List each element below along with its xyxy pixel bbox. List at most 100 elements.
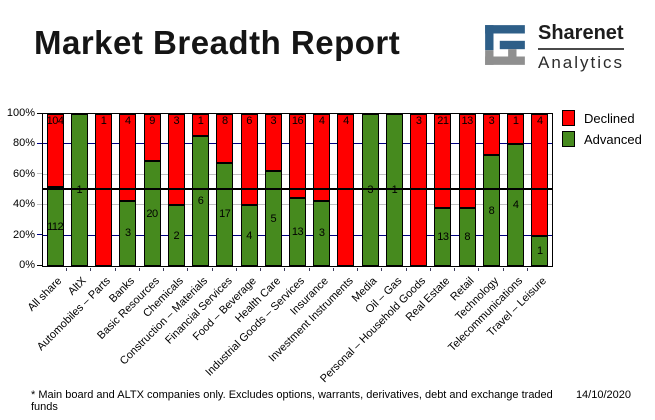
y-axis-tick — [37, 142, 42, 144]
declined-segment — [216, 114, 234, 163]
declined-count-label: 3 — [488, 115, 495, 127]
x-axis-tick — [526, 268, 528, 271]
advanced-count-label: 6 — [197, 194, 204, 207]
bar-all-share: 104 112 — [43, 114, 67, 266]
x-axis-tick — [308, 268, 310, 271]
bar-segments: 9 20 — [143, 114, 161, 266]
y-axis-label: 0% — [19, 259, 35, 271]
x-axis-tick — [357, 268, 359, 271]
declined-segment — [458, 114, 476, 209]
advanced-segment — [361, 114, 379, 266]
legend-label-declined: Declined — [584, 110, 635, 126]
advanced-count-label: 1 — [537, 244, 543, 257]
advanced-segment — [240, 205, 258, 266]
declined-count-label: 3 — [415, 115, 422, 127]
advanced-count-label: 1 — [76, 184, 83, 196]
report-date: 14/10/2020 — [575, 389, 631, 401]
declined-count-label: 4 — [343, 115, 349, 127]
declined-count-label: 1 — [100, 115, 107, 127]
advanced-count-label: 13 — [291, 225, 304, 238]
bar-segments: 21 13 — [434, 114, 452, 266]
advanced-count-label: 1 — [391, 184, 398, 196]
advanced-segment — [385, 114, 403, 266]
advanced-segment — [264, 171, 282, 266]
declined-segment — [192, 114, 210, 136]
legend-entry-declined: Declined — [562, 110, 642, 126]
declined-segment — [264, 114, 282, 171]
bar-segments: 3 — [410, 114, 428, 266]
y-axis-tick — [37, 173, 42, 175]
declined-segment — [482, 114, 500, 156]
declined-count-label: 16 — [291, 115, 304, 127]
advanced-segment — [143, 161, 161, 266]
bar-segments: 16 13 — [288, 114, 306, 266]
bar-segments: 4 — [337, 114, 355, 266]
y-axis-label: 100% — [6, 107, 35, 119]
x-axis-tick — [478, 268, 480, 271]
advanced-segment — [458, 208, 476, 266]
bar-basic-resources: 9 20 — [140, 114, 164, 266]
x-axis-tick — [114, 268, 116, 271]
chart-legend: Declined Advanced — [562, 110, 642, 152]
declined-swatch-icon — [562, 110, 575, 126]
bar-segments: 1 — [385, 114, 403, 266]
logo-brand-name: Sharenet — [538, 22, 625, 50]
declined-segment — [46, 114, 64, 188]
declined-segment — [119, 114, 137, 201]
sharenet-logo-icon — [482, 22, 528, 73]
advanced-segment — [531, 235, 549, 266]
advanced-count-label: 3 — [125, 227, 131, 240]
declined-count-label: 21 — [437, 115, 449, 127]
declined-count-label: 1 — [197, 115, 204, 127]
x-axis-tick — [502, 268, 504, 271]
declined-segment — [531, 114, 549, 236]
advanced-segment — [482, 155, 500, 266]
bar-industrial-goods-services: 16 13 — [285, 114, 309, 266]
advanced-count-label: 5 — [270, 212, 277, 225]
declined-count-label: 9 — [149, 115, 155, 127]
x-axis-tick — [235, 268, 237, 271]
y-axis-tick — [37, 234, 42, 236]
x-axis-tick — [187, 268, 189, 271]
declined-count-label: 4 — [318, 115, 325, 127]
legend-label-advanced: Advanced — [584, 131, 642, 147]
declined-count-label: 3 — [270, 115, 277, 127]
page-title: Market Breadth Report — [34, 24, 401, 61]
advanced-count-label: 112 — [47, 220, 64, 233]
x-axis-tick — [332, 268, 334, 271]
declined-count-label: 3 — [173, 115, 180, 127]
declined-count-label: 4 — [537, 115, 543, 127]
bar-segments: 1 — [70, 114, 88, 266]
advanced-count-label: 3 — [318, 227, 325, 240]
advanced-count-label: 3 — [367, 184, 374, 196]
x-axis-tick — [211, 268, 213, 271]
advanced-count-label: 8 — [464, 231, 470, 244]
legend-entry-advanced: Advanced — [562, 131, 642, 147]
logo-brand-sub: Analytics — [538, 53, 625, 72]
declined-count-label: 8 — [221, 115, 228, 127]
advanced-segment — [167, 205, 185, 266]
advanced-count-label: 17 — [219, 208, 231, 221]
y-axis-tick — [37, 203, 42, 205]
declined-segment — [143, 114, 161, 162]
y-axis-tick — [37, 112, 42, 114]
y-axis-label: 20% — [12, 228, 35, 241]
x-axis-tick — [90, 268, 92, 271]
chart-plot-area: 104 112 1 1 4 3 9 20 3 2 1 6 8 17 6 4 3 5 16 13 4 3 4 3 1 3 21 13 13… — [42, 113, 553, 267]
bar-financial-services: 8 17 — [213, 114, 237, 266]
bar-oil-gas: 1 — [382, 114, 406, 266]
declined-segment — [410, 114, 428, 266]
x-axis-tick — [405, 268, 407, 271]
bar-segments: 13 8 — [458, 114, 476, 266]
x-axis-tick — [284, 268, 286, 271]
